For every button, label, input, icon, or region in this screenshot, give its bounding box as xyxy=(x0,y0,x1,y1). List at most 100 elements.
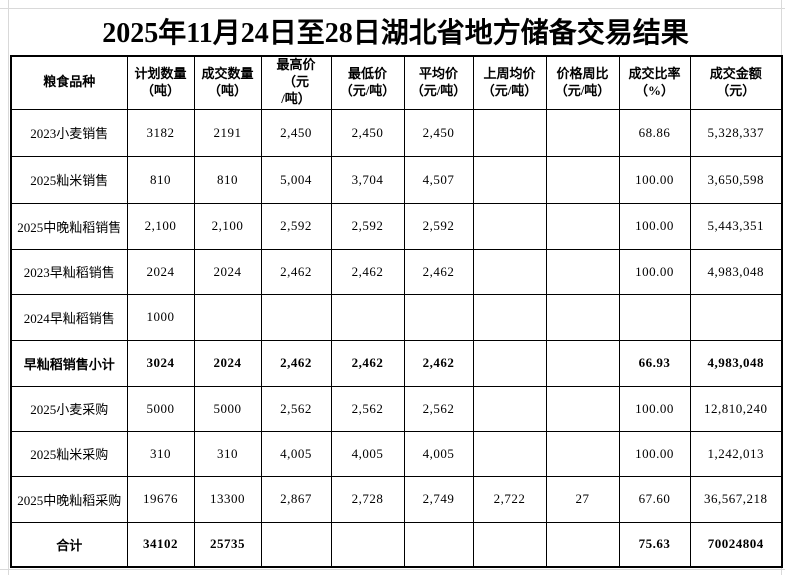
table-cell: 2,462 xyxy=(403,339,474,387)
table-cell: 100.00 xyxy=(618,248,691,295)
table-cell: 310 xyxy=(193,430,262,477)
table-row: 2024早籼稻销售 1000 xyxy=(10,293,783,341)
row-label-cell: 2023小麦销售 xyxy=(10,108,128,157)
table-cell: 2,450 xyxy=(260,108,332,157)
table-cell: 4,983,048 xyxy=(689,339,783,387)
table-cell: 19676 xyxy=(126,475,195,523)
table-cell: 2,462 xyxy=(260,339,332,387)
table-cell xyxy=(403,293,474,341)
table-cell xyxy=(330,293,405,341)
table-cell xyxy=(472,155,547,204)
row-label-cell: 2025籼米销售 xyxy=(10,155,128,204)
table-cell: 4,005 xyxy=(330,430,405,477)
table-cell: 25735 xyxy=(193,521,262,568)
table-cell xyxy=(472,385,547,432)
row-label-cell: 早籼稻销售小计 xyxy=(10,339,128,387)
header-row: 粮食品种 计划数量 （吨） 成交数量 （吨） 最高价 （元 /吨） 最低价 （元… xyxy=(10,55,783,110)
table-cell xyxy=(260,293,332,341)
table-cell: 2,450 xyxy=(330,108,405,157)
table-row: 2023小麦销售 3182 2191 2,450 2,450 2,450 68.… xyxy=(10,108,783,157)
table-row: 2025小麦采购 5000 5000 2,562 2,562 2,562 100… xyxy=(10,385,783,432)
col-header-last-week-avg-price: 上周均价 （元/吨） xyxy=(472,55,547,110)
col-header-deal-qty: 成交数量 （吨） xyxy=(193,55,262,110)
table-cell xyxy=(689,293,783,341)
table-cell: 5000 xyxy=(126,385,195,432)
table-cell: 68.86 xyxy=(618,108,691,157)
table-cell: 4,507 xyxy=(403,155,474,204)
table-cell: 2,867 xyxy=(260,475,332,523)
col-header-avg-price: 平均价 （元/吨） xyxy=(403,55,474,110)
table-cell: 2,100 xyxy=(193,202,262,250)
table-row: 2025中晚籼稻采购 19676 13300 2,867 2,728 2,749… xyxy=(10,475,783,523)
table-row: 2023早籼稻销售 2024 2024 2,462 2,462 2,462 10… xyxy=(10,248,783,295)
table-cell: 36,567,218 xyxy=(689,475,783,523)
col-header-planned-qty: 计划数量 （吨） xyxy=(126,55,195,110)
table-cell xyxy=(330,521,405,568)
table-cell: 2,450 xyxy=(403,108,474,157)
table-cell: 27 xyxy=(545,475,620,523)
table-cell: 3024 xyxy=(126,339,195,387)
row-label-cell: 2025中晚籼稻销售 xyxy=(10,202,128,250)
table-cell xyxy=(472,521,547,568)
table-cell: 2,562 xyxy=(260,385,332,432)
table-cell xyxy=(545,248,620,295)
table-cell: 2,562 xyxy=(403,385,474,432)
table-cell xyxy=(545,202,620,250)
table-cell: 810 xyxy=(126,155,195,204)
table-cell xyxy=(545,521,620,568)
table-cell: 3,704 xyxy=(330,155,405,204)
table-cell: 4,005 xyxy=(403,430,474,477)
col-header-deal-amount: 成交金额 （元） xyxy=(689,55,783,110)
table-cell xyxy=(472,293,547,341)
table-cell: 67.60 xyxy=(618,475,691,523)
table-cell xyxy=(260,521,332,568)
table-cell: 3,650,598 xyxy=(689,155,783,204)
table-cell xyxy=(545,339,620,387)
table-cell xyxy=(472,202,547,250)
table-cell: 310 xyxy=(126,430,195,477)
table-cell: 2024 xyxy=(193,339,262,387)
results-table: 粮食品种 计划数量 （吨） 成交数量 （吨） 最高价 （元 /吨） 最低价 （元… xyxy=(10,55,783,568)
table-cell: 4,005 xyxy=(260,430,332,477)
col-header-min-price: 最低价 （元/吨） xyxy=(330,55,405,110)
row-label-cell: 2025小麦采购 xyxy=(10,385,128,432)
table-cell: 2,592 xyxy=(403,202,474,250)
subtotal-row: 早籼稻销售小计 3024 2024 2,462 2,462 2,462 66.9… xyxy=(10,339,783,387)
table-cell xyxy=(618,293,691,341)
table-row: 2025籼米采购 310 310 4,005 4,005 4,005 100.0… xyxy=(10,430,783,477)
table-cell xyxy=(193,293,262,341)
table-cell: 2,592 xyxy=(260,202,332,250)
table-cell: 5,004 xyxy=(260,155,332,204)
col-header-deal-ratio: 成交比率 （%） xyxy=(618,55,691,110)
table-cell: 2,592 xyxy=(330,202,405,250)
table-cell xyxy=(472,430,547,477)
table-cell: 810 xyxy=(193,155,262,204)
table-cell: 2,462 xyxy=(330,248,405,295)
row-label-cell: 2025中晚籼稻采购 xyxy=(10,475,128,523)
col-header-price-wow: 价格周比 （元/吨） xyxy=(545,55,620,110)
table-cell: 5000 xyxy=(193,385,262,432)
table-cell: 34102 xyxy=(126,521,195,568)
table-cell: 70024804 xyxy=(689,521,783,568)
table-cell xyxy=(545,430,620,477)
row-label-cell: 2023早籼稻销售 xyxy=(10,248,128,295)
table-cell xyxy=(545,155,620,204)
table-cell xyxy=(545,108,620,157)
col-header-max-price: 最高价 （元 /吨） xyxy=(260,55,332,110)
margin-gridline-bottom xyxy=(0,569,785,570)
row-label-cell: 2025籼米采购 xyxy=(10,430,128,477)
table-cell: 2024 xyxy=(126,248,195,295)
table-cell: 2,462 xyxy=(403,248,474,295)
table-cell xyxy=(472,339,547,387)
table-cell: 100.00 xyxy=(618,430,691,477)
table-cell: 2,749 xyxy=(403,475,474,523)
table-cell: 1,242,013 xyxy=(689,430,783,477)
table-cell: 2191 xyxy=(193,108,262,157)
row-label-cell: 2024早籼稻销售 xyxy=(10,293,128,341)
table-cell xyxy=(545,385,620,432)
table-cell xyxy=(472,248,547,295)
table-cell: 12,810,240 xyxy=(689,385,783,432)
table-cell xyxy=(545,293,620,341)
table-cell: 5,443,351 xyxy=(689,202,783,250)
page-title: 2025年11月24日至28日湖北省地方储备交易结果 xyxy=(102,18,689,49)
